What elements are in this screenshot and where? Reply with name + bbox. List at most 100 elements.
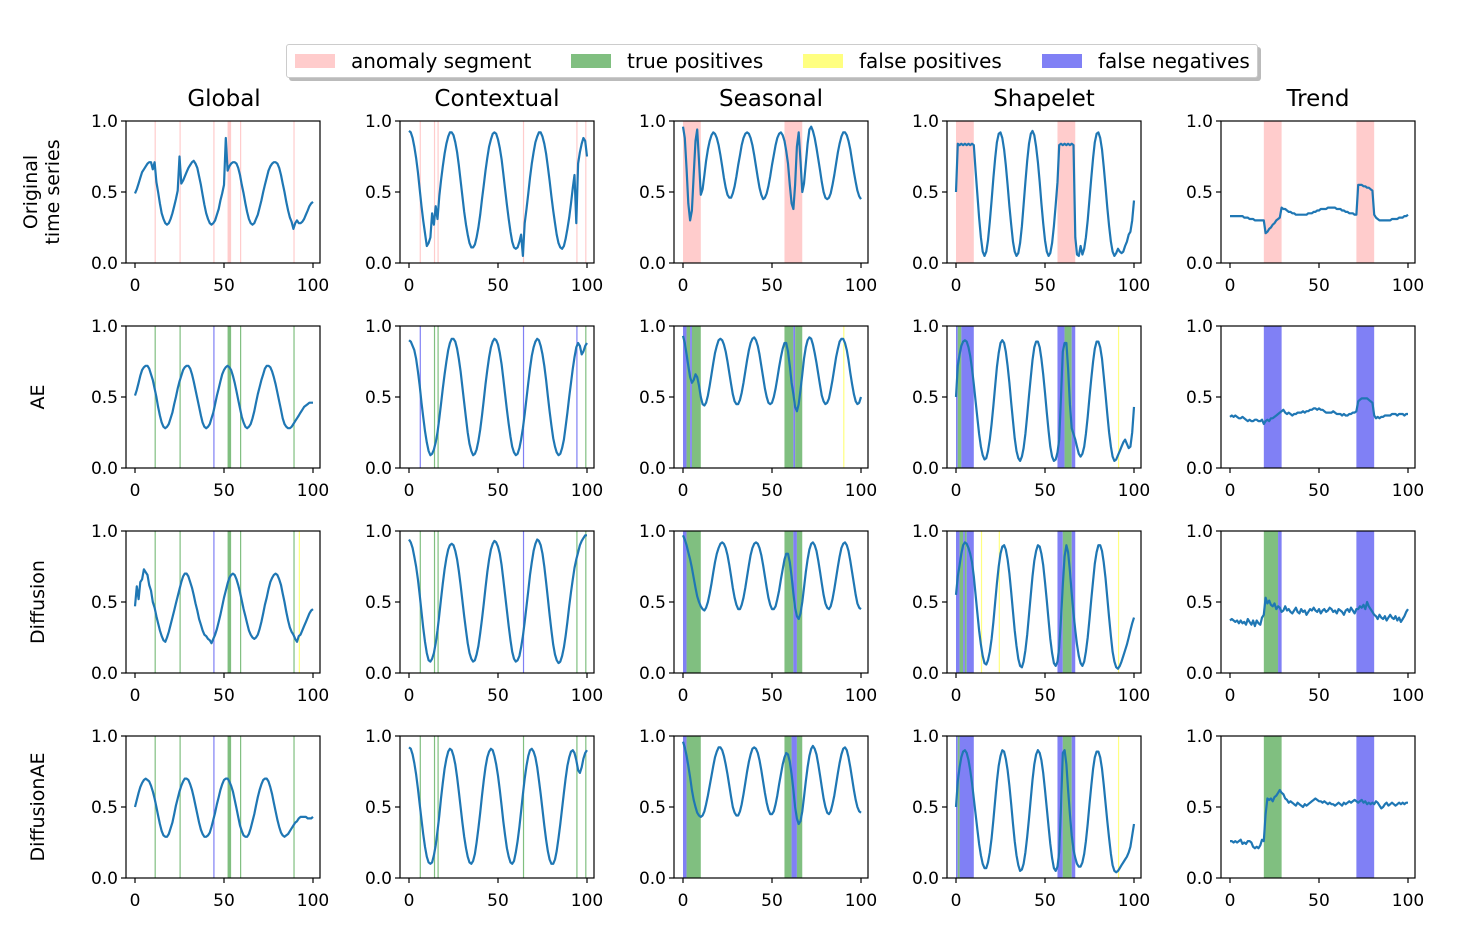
y-tick-label: 1.0	[639, 727, 666, 747]
true-positive-span	[154, 326, 156, 468]
series-line	[1229, 397, 1408, 426]
false-negative-span	[576, 326, 578, 468]
series-line	[133, 777, 314, 838]
axes-frame	[673, 735, 869, 879]
y-tick-label: 0.5	[639, 798, 666, 818]
x-tick-label: 0	[951, 686, 962, 706]
x-tick-label: 100	[845, 686, 877, 706]
y-tick-label: 1.0	[912, 727, 939, 747]
column-title-contextual: Contextual	[434, 86, 560, 112]
legend-swatch-anomaly-segment	[295, 54, 335, 68]
anomaly-span	[293, 121, 295, 263]
x-tick-label: 100	[297, 481, 329, 501]
x-tick-label: 0	[1225, 276, 1236, 296]
column-title-global: Global	[187, 86, 261, 112]
false-negative-span	[1356, 531, 1375, 673]
legend-swatch-false-positives	[803, 54, 843, 68]
series-line	[408, 337, 588, 457]
x-tick-label: 100	[571, 891, 603, 911]
true-positive-span	[293, 736, 295, 878]
anomaly-span	[956, 121, 974, 263]
y-tick-label: 0.0	[365, 254, 392, 274]
y-tick-label: 0.0	[912, 869, 939, 889]
x-tick-label: 100	[845, 276, 877, 296]
axes-frame	[673, 530, 869, 674]
anomaly-span	[784, 121, 803, 263]
axes-frame	[1220, 325, 1416, 469]
series-line	[1230, 183, 1409, 235]
anomaly-span	[433, 121, 436, 263]
false-negative-span	[1356, 736, 1375, 878]
y-tick-label: 1.0	[1186, 727, 1213, 747]
x-tick-label: 100	[297, 891, 329, 911]
false-negative-span	[1278, 531, 1282, 673]
false-negative-span	[683, 736, 687, 878]
row-label-original-line-2: time series	[42, 139, 64, 245]
series-line	[681, 534, 862, 621]
x-tick-label: 50	[487, 891, 509, 911]
true-positive-span	[686, 531, 701, 673]
series-line	[133, 568, 314, 645]
true-positive-span	[686, 326, 691, 468]
true-positive-span	[522, 736, 525, 878]
true-positive-span	[784, 736, 792, 878]
anomaly-span	[227, 121, 232, 263]
anomaly-span	[213, 121, 215, 263]
y-tick-label: 1.0	[912, 522, 939, 542]
legend-label-anomaly-segment: anomaly segment	[351, 49, 532, 73]
y-tick-label: 0.5	[91, 593, 118, 613]
y-tick-label: 1.0	[365, 727, 392, 747]
x-tick-label: 100	[1118, 481, 1150, 501]
legend-item-false-positives: false positives	[803, 45, 1002, 77]
anomaly-span	[240, 121, 242, 263]
x-tick-label: 100	[1392, 276, 1424, 296]
x-tick-label: 0	[130, 891, 141, 911]
true-positive-span	[179, 736, 181, 878]
x-tick-label: 0	[130, 481, 141, 501]
x-tick-label: 100	[1392, 686, 1424, 706]
x-tick-label: 0	[404, 481, 415, 501]
true-positive-span	[154, 736, 156, 878]
axes-frame	[399, 735, 595, 879]
row-label-diffusionae-text: DiffusionAE	[27, 752, 49, 862]
column-title-seasonal: Seasonal	[719, 86, 823, 112]
y-tick-label: 0.5	[365, 798, 392, 818]
panel-diffusion-global: 0.0 0.5 1.0 0 50 100	[91, 522, 329, 706]
series-line	[408, 746, 588, 865]
false-positive-span	[980, 531, 983, 673]
true-positive-span	[240, 326, 242, 468]
legend-item-false-negatives: false negatives	[1042, 45, 1250, 77]
x-tick-label: 50	[1034, 276, 1056, 296]
true-positive-span	[437, 326, 439, 468]
true-positive-span	[585, 326, 587, 468]
false-negative-span	[963, 531, 965, 673]
x-tick-label: 0	[404, 686, 415, 706]
x-tick-label: 50	[213, 686, 235, 706]
false-negative-span	[213, 326, 215, 468]
y-tick-label: 0.0	[91, 869, 118, 889]
anomaly-span	[437, 121, 439, 263]
x-tick-label: 0	[951, 481, 962, 501]
y-tick-label: 0.5	[912, 388, 939, 408]
false-negative-span	[522, 531, 525, 673]
y-tick-label: 0.0	[1186, 869, 1213, 889]
panel-diffusionae-trend: 0.0 0.5 1.0 0 50 100	[1186, 727, 1424, 911]
y-tick-label: 0.5	[91, 183, 118, 203]
true-positive-span	[179, 326, 181, 468]
false-negative-span	[1356, 326, 1375, 468]
axes-frame	[1220, 120, 1416, 264]
x-tick-label: 0	[1225, 891, 1236, 911]
false-negative-span	[1057, 531, 1063, 673]
column-title-shapelet: Shapelet	[993, 86, 1095, 112]
series-line	[133, 136, 314, 230]
x-tick-label: 100	[1118, 891, 1150, 911]
false-negative-span	[683, 531, 687, 673]
true-positive-span	[437, 736, 439, 878]
y-tick-label: 0.5	[1186, 798, 1213, 818]
y-tick-label: 0.5	[1186, 183, 1213, 203]
y-tick-label: 1.0	[91, 112, 118, 132]
x-tick-label: 100	[845, 481, 877, 501]
panel-original-trend: 0.0 0.5 1.0 0 50 100	[1186, 112, 1424, 296]
y-tick-label: 0.0	[1186, 254, 1213, 274]
anomaly-span	[154, 121, 156, 263]
